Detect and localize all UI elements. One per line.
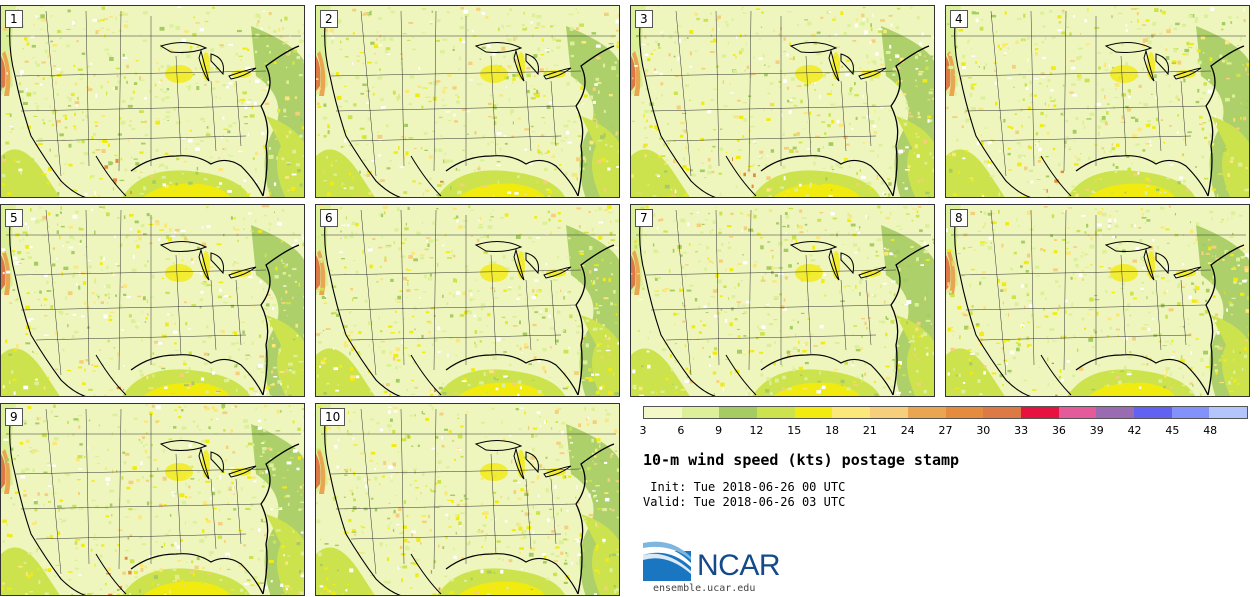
colorbar-tick: 39 [1089,424,1104,437]
colorbar-tick: 42 [1127,424,1142,437]
member-label: 5 [5,209,23,227]
colorbar-swatch [832,407,871,418]
ensemble-member-map-8: 8 [945,204,1250,397]
colorbar-swatch [1020,407,1059,418]
member-label: 1 [5,10,23,28]
wind-speed-field [631,6,934,197]
wind-speed-colorbar [643,406,1248,419]
colorbar-swatch [794,407,833,418]
member-label: 3 [635,10,653,28]
member-label: 4 [950,10,968,28]
ensemble-member-map-1: 1 [0,5,305,198]
wind-speed-field [316,6,619,197]
colorbar-tick: 3 [639,424,647,437]
ensemble-member-map-6: 6 [315,204,620,397]
colorbar-tick: 45 [1165,424,1180,437]
ensemble-member-map-5: 5 [0,204,305,397]
colorbar-swatch [945,407,984,418]
colorbar-swatch [1096,407,1134,418]
colorbar-tick-labels: 3 6 9 12 15 18 21 24 27 30 33 36 39 42 45 48 [639,424,1248,438]
wind-speed-field [316,205,619,396]
member-label: 9 [5,408,23,426]
colorbar-swatch [719,407,758,418]
ensemble-member-map-9: 9 [0,403,305,596]
colorbar-swatch [870,407,908,418]
member-label: 2 [320,10,338,28]
colorbar-tick: 18 [825,424,840,437]
ensemble-member-map-7: 7 [630,204,935,397]
wind-speed-field [946,205,1249,396]
colorbar-swatch [907,407,946,418]
colorbar-tick: 15 [787,424,802,437]
wind-speed-field [1,404,304,595]
colorbar-tick: 12 [749,424,764,437]
ensemble-member-map-3: 3 [630,5,935,198]
wind-speed-field [1,205,304,396]
colorbar-tick: 24 [900,424,915,437]
wind-speed-field [1,6,304,197]
ncar-logo-text: NCAR [697,549,781,582]
valid-time: Valid: Tue 2018-06-26 03 UTC [643,495,846,509]
colorbar-tick: 48 [1203,424,1218,437]
product-title: 10-m wind speed (kts) postage stamp [643,451,960,469]
colorbar-tick: 9 [715,424,723,437]
ensemble-member-map-2: 2 [315,5,620,198]
wind-speed-field [946,6,1249,197]
colorbar-tick: 33 [1014,424,1029,437]
member-label: 7 [635,209,653,227]
site-url: ensemble.ucar.edu [653,583,756,594]
colorbar-swatch [1171,407,1210,418]
colorbar-swatch [1133,407,1172,418]
colorbar-swatch [681,407,720,418]
colorbar-swatch [757,407,795,418]
colorbar-tick: 27 [938,424,953,437]
member-label: 10 [320,408,346,426]
ensemble-member-map-4: 4 [945,5,1250,198]
member-label: 8 [950,209,968,227]
colorbar-tick: 21 [862,424,877,437]
colorbar-swatch [644,407,682,418]
colorbar-swatch [1209,407,1247,418]
wind-speed-field [316,404,619,595]
init-time: Init: Tue 2018-06-26 00 UTC [643,480,846,494]
colorbar-tick: 6 [677,424,685,437]
wind-speed-field [631,205,934,396]
ncar-logo-icon [643,541,691,581]
colorbar-tick: 30 [976,424,991,437]
ensemble-member-map-10: 10 [315,403,620,596]
colorbar-swatch [983,407,1021,418]
member-label: 6 [320,209,338,227]
colorbar-tick: 36 [1051,424,1066,437]
colorbar-swatch [1058,407,1097,418]
